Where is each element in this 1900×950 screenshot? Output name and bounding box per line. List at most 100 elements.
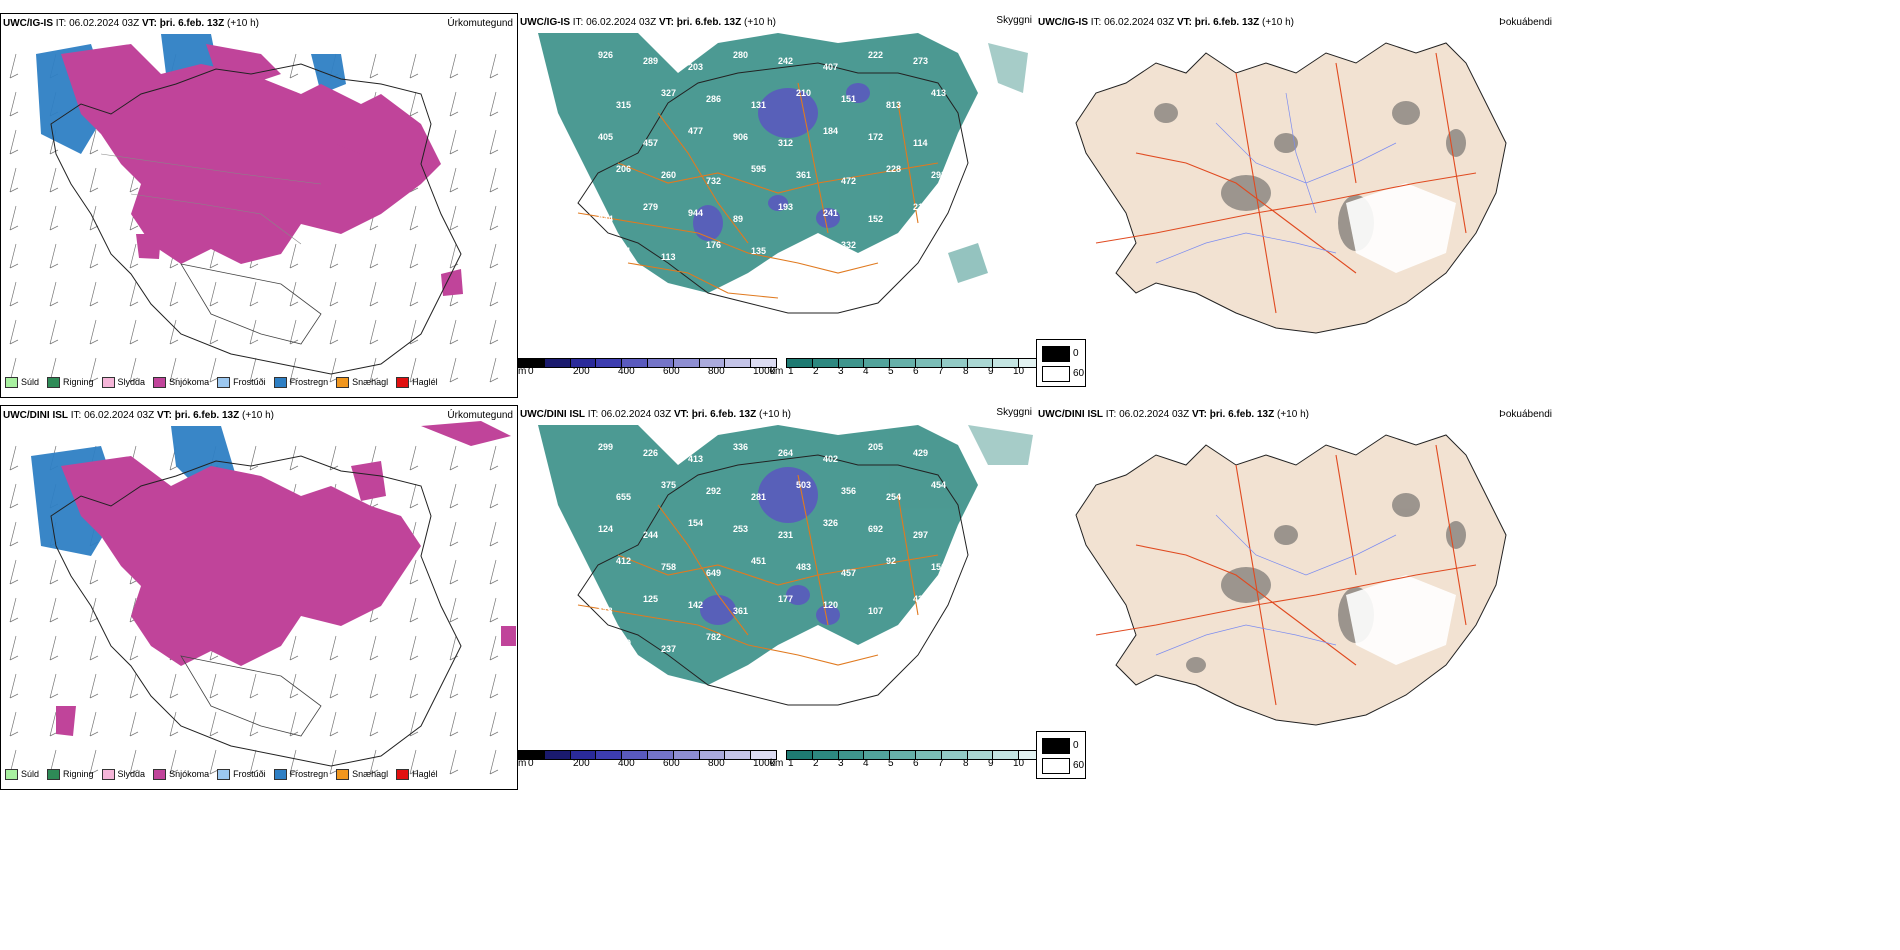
cloud-base-label: 92: [886, 556, 896, 566]
cloud-base-label: 412: [616, 556, 631, 566]
panel-type-label: Skyggni: [996, 15, 1032, 26]
colorbar-segment: [543, 358, 570, 368]
legend-item-1: Rigning: [47, 768, 94, 780]
wind-barb: [329, 319, 339, 345]
colorbar-tick: 0: [528, 366, 534, 377]
wind-barb: [49, 673, 59, 699]
legend-label: Súld: [21, 377, 40, 387]
legend-swatch: [47, 768, 61, 780]
cloud-base-label: 184: [823, 126, 838, 136]
wind-barb: [329, 635, 339, 661]
wind-barb: [249, 357, 259, 383]
wind-barb: [489, 749, 499, 775]
colorbar-tick: 9: [988, 758, 994, 769]
wind-barb: [89, 673, 99, 699]
wind-barb: [409, 53, 419, 79]
wind-barb: [249, 319, 259, 345]
cloud-base-label: 782: [706, 632, 721, 642]
wind-barb: [9, 319, 19, 345]
legend-item-0: Súld: [5, 376, 40, 388]
wind-barb: [489, 91, 499, 117]
colorbar-segment: [518, 750, 544, 760]
colorbar-segment: [992, 358, 1019, 368]
cloud-base-label: 193: [778, 202, 793, 212]
colorbar-segment: [786, 750, 812, 760]
colorbar-unit: km: [770, 366, 784, 377]
colorbar-segment: [724, 750, 751, 760]
cloud-base-label: 222: [868, 50, 883, 60]
panel-type-label: Skyggni: [996, 407, 1032, 418]
cloud-base-label: 402: [823, 454, 838, 464]
wind-barb: [129, 243, 139, 269]
wind-barb: [369, 357, 379, 383]
cloud-base-label: 906: [733, 132, 748, 142]
cloud-base-label: 254: [886, 492, 901, 502]
legend-item-3: Snjókoma: [153, 376, 209, 388]
wind-barb: [369, 53, 379, 79]
cloud-base-label: 120: [823, 600, 838, 610]
wind-barb: [89, 357, 99, 383]
cloud-base-label: 242: [778, 56, 793, 66]
wind-barb: [329, 673, 339, 699]
wind-barb: [289, 711, 299, 737]
cloud-base-label: 297: [913, 530, 928, 540]
wind-barb: [209, 357, 219, 383]
cloud-base-label: 206: [616, 164, 631, 174]
wind-barb: [209, 281, 219, 307]
wind-barb: [449, 711, 459, 737]
wind-barb: [489, 521, 499, 547]
cloud-base-label: 205: [868, 442, 883, 452]
visibility-map: 299 226 413 336 264 402 205 429 655 375 292 281 503 3…: [538, 425, 1033, 706]
colorbar-tick: 5: [888, 758, 894, 769]
wind-barb: [9, 129, 19, 155]
cloud-base-label: 237: [661, 644, 676, 654]
wind-barb: [329, 243, 339, 269]
panel-header: UWC/DINI ISL IT: 06.02.2024 03Z VT: þri.…: [520, 409, 791, 420]
wind-barb: [49, 281, 59, 307]
wind-barb: [9, 91, 19, 117]
cloud-base-label: 312: [778, 138, 793, 148]
cloud-base-label: 251: [616, 246, 631, 256]
ceiling-colorbar: [518, 358, 777, 368]
colorbar-tick: 10: [1013, 366, 1025, 377]
legend-swatch: [5, 768, 18, 780]
panel-type-label: Þokuábendi: [1499, 409, 1552, 420]
cloud-base-label: 235: [796, 252, 811, 262]
panel-type-label: Þokuábendi: [1499, 17, 1552, 28]
colorbar-segment: [672, 358, 699, 368]
wind-barb: [449, 635, 459, 661]
colorbar-tick: 6: [913, 758, 919, 769]
cloud-base-label: 477: [688, 126, 703, 136]
cloud-base-label: 315: [616, 100, 631, 110]
legend-item-0: Súld: [5, 768, 39, 780]
colorbar-segment: [1018, 358, 1036, 368]
cloud-base-label: 434: [913, 594, 928, 604]
colorbar-segment: [992, 750, 1019, 760]
wind-barb: [9, 243, 19, 269]
cloud-base-label: 503: [796, 480, 811, 490]
colorbar-tick: 400: [618, 366, 635, 377]
wind-barb: [9, 445, 19, 471]
colorbar-segment: [940, 358, 967, 368]
wind-barb: [289, 357, 299, 383]
colorbar-segment: [646, 750, 673, 760]
wind-barb: [89, 749, 99, 775]
wind-barb: [489, 635, 499, 661]
wind-barb: [409, 483, 419, 509]
wind-barb: [409, 673, 419, 699]
cloud-base-label: 176: [706, 240, 721, 250]
cloud-base-label: 890: [616, 638, 631, 648]
cloud-base-label: 595: [751, 164, 766, 174]
wind-barb: [9, 205, 19, 231]
ceiling-colorbar: [518, 750, 777, 760]
wind-barb: [449, 445, 459, 471]
wind-barb: [449, 243, 459, 269]
wind-barb: [169, 749, 179, 775]
visibility-colorbar: [786, 750, 1036, 760]
wind-barb: [489, 205, 499, 231]
wind-barb: [169, 357, 179, 383]
fog-legend: 0 60: [1036, 731, 1086, 779]
legend-swatch: [101, 768, 115, 780]
fog-legend: 0 60: [1036, 339, 1086, 387]
wind-barb: [409, 91, 419, 117]
